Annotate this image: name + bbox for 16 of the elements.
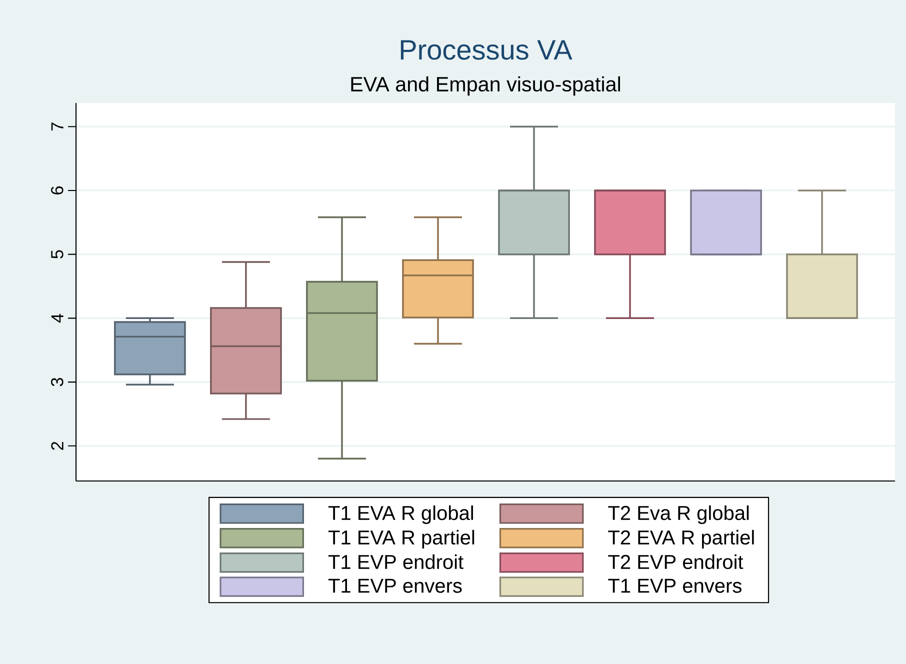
chart-subtitle: EVA and Empan visuo-spatial — [351, 76, 620, 96]
legend-label: T2 EVP endroit — [608, 554, 744, 570]
legend-label: T1 EVA R global — [328, 505, 473, 524]
legend-label: T1 EVA R partiel — [328, 530, 474, 549]
y-tick-label: 2 — [51, 442, 64, 450]
legend-label: T1 EVP envers — [328, 578, 462, 593]
y-tick-label: 6 — [51, 186, 64, 194]
legend-label: T2 EVA R partiel — [608, 530, 754, 549]
y-tick-label: 3 — [51, 378, 64, 386]
y-tick-label: 4 — [51, 314, 64, 323]
y-tick-label: 7 — [51, 122, 64, 131]
legend-label: T1 EVP endroit — [328, 554, 464, 570]
legend-label: T1 EVP envers — [608, 578, 742, 593]
y-tick-label: 5 — [51, 250, 64, 258]
legend-label: T2 Eva R global — [608, 505, 749, 524]
chart-title: Processus VA — [400, 40, 572, 60]
